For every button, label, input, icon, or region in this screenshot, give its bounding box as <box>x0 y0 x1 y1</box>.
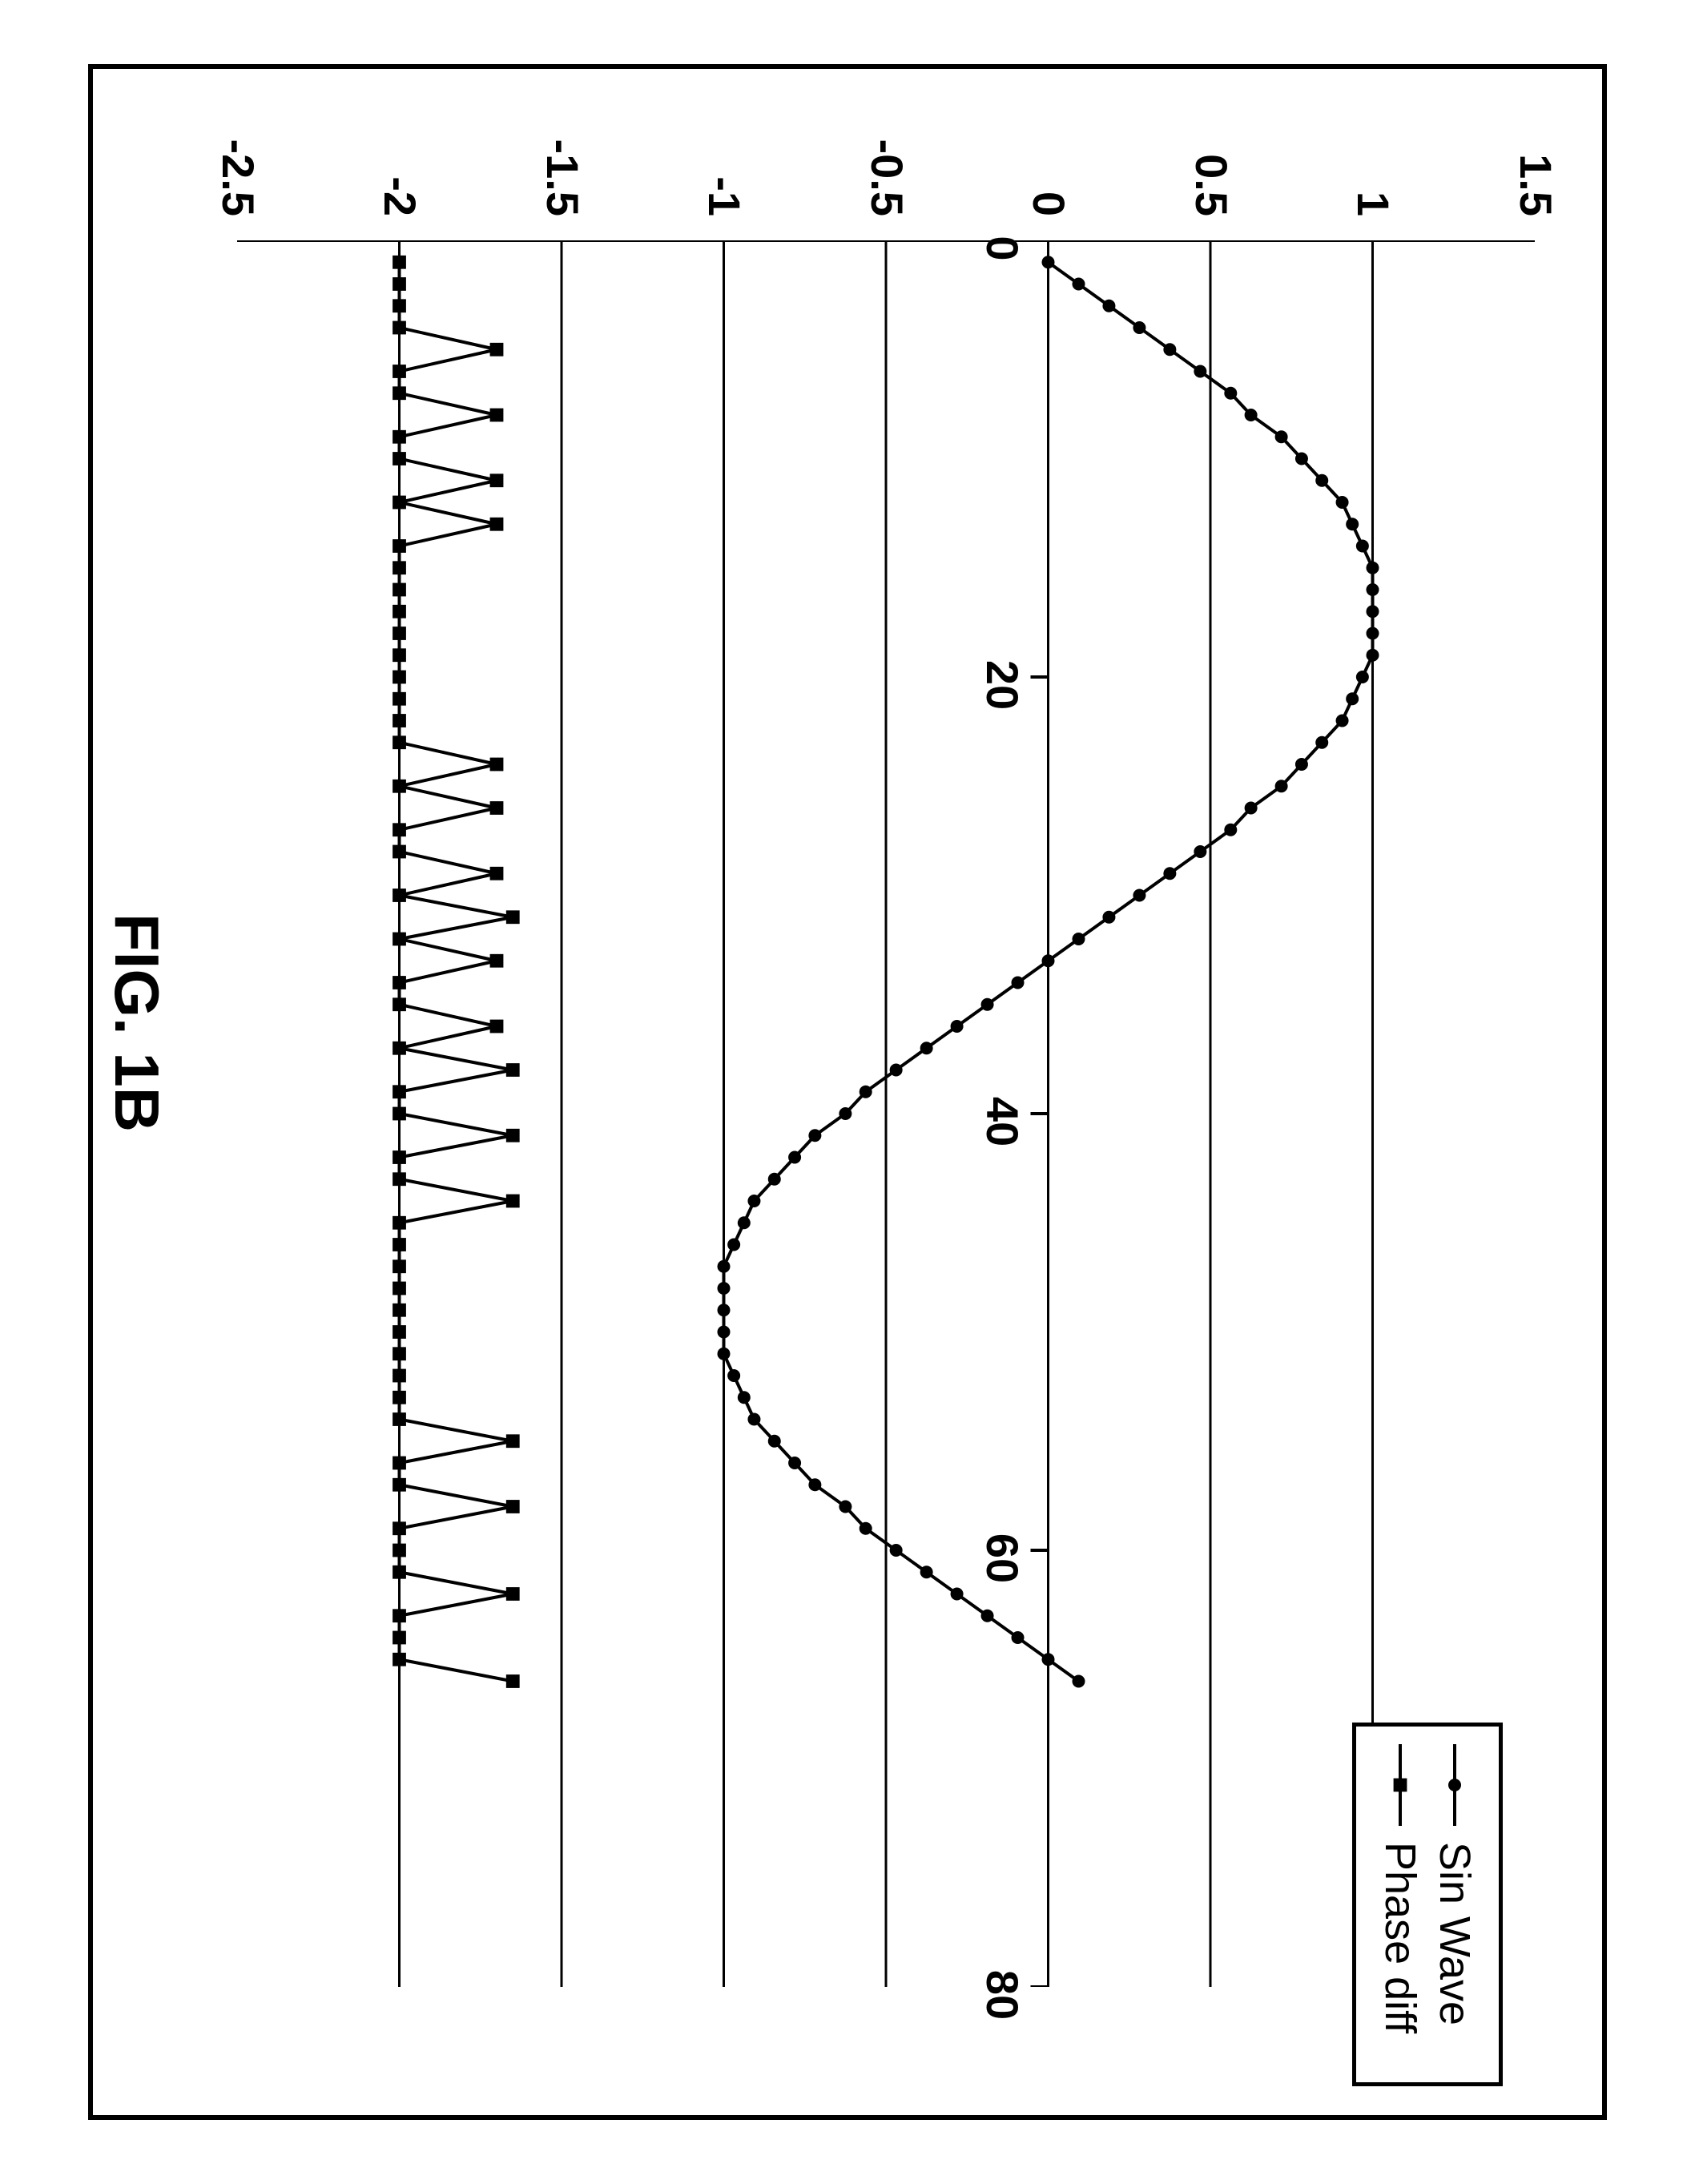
rotated-chart-container: -2.5 -2 -1.5 -1 -0.5 0 0.5 1 1.5 0 20 40 60 80 Sin W… <box>0 0 1695 2184</box>
x-tick-label: 0 <box>977 200 1029 296</box>
y-tick-label: 1 <box>1347 80 1399 216</box>
x-tick-label: 60 <box>977 1510 1029 1606</box>
y-tick-label: -2 <box>374 80 426 216</box>
legend-row: Phase diff <box>1375 1741 1425 2061</box>
y-tick-label: -2.5 <box>212 80 264 216</box>
page: -2.5 -2 -1.5 -1 -0.5 0 0.5 1 1.5 0 20 40 60 80 Sin W… <box>0 0 1695 2184</box>
legend-label: Phase diff <box>1375 1842 1425 2033</box>
x-tick-label: 40 <box>977 1074 1029 1170</box>
y-tick-label: 0.5 <box>1186 80 1238 216</box>
figure-caption: FIG. 1B <box>100 913 173 1132</box>
x-tick-label: 80 <box>977 1947 1029 2043</box>
y-tick-label: -1 <box>699 80 751 216</box>
legend-row: Sin Wave <box>1430 1741 1480 2061</box>
legend-swatch-icon <box>1439 1741 1471 1829</box>
plot-area <box>237 240 1535 1987</box>
legend-label: Sin Wave <box>1430 1842 1480 2025</box>
x-tick-label: 20 <box>977 637 1029 733</box>
y-tick-label: 0 <box>1023 80 1075 216</box>
y-tick-label: -1.5 <box>537 80 589 216</box>
chart-svg <box>237 240 1535 1987</box>
chart-area: -2.5 -2 -1.5 -1 -0.5 0 0.5 1 1.5 0 20 40 60 80 Sin W… <box>88 64 1607 2120</box>
legend-swatch-icon <box>1384 1741 1416 1829</box>
y-tick-label: -0.5 <box>861 80 913 216</box>
y-tick-label: 1.5 <box>1510 80 1562 216</box>
chart-legend: Sin WavePhase diff <box>1352 1723 1503 2086</box>
